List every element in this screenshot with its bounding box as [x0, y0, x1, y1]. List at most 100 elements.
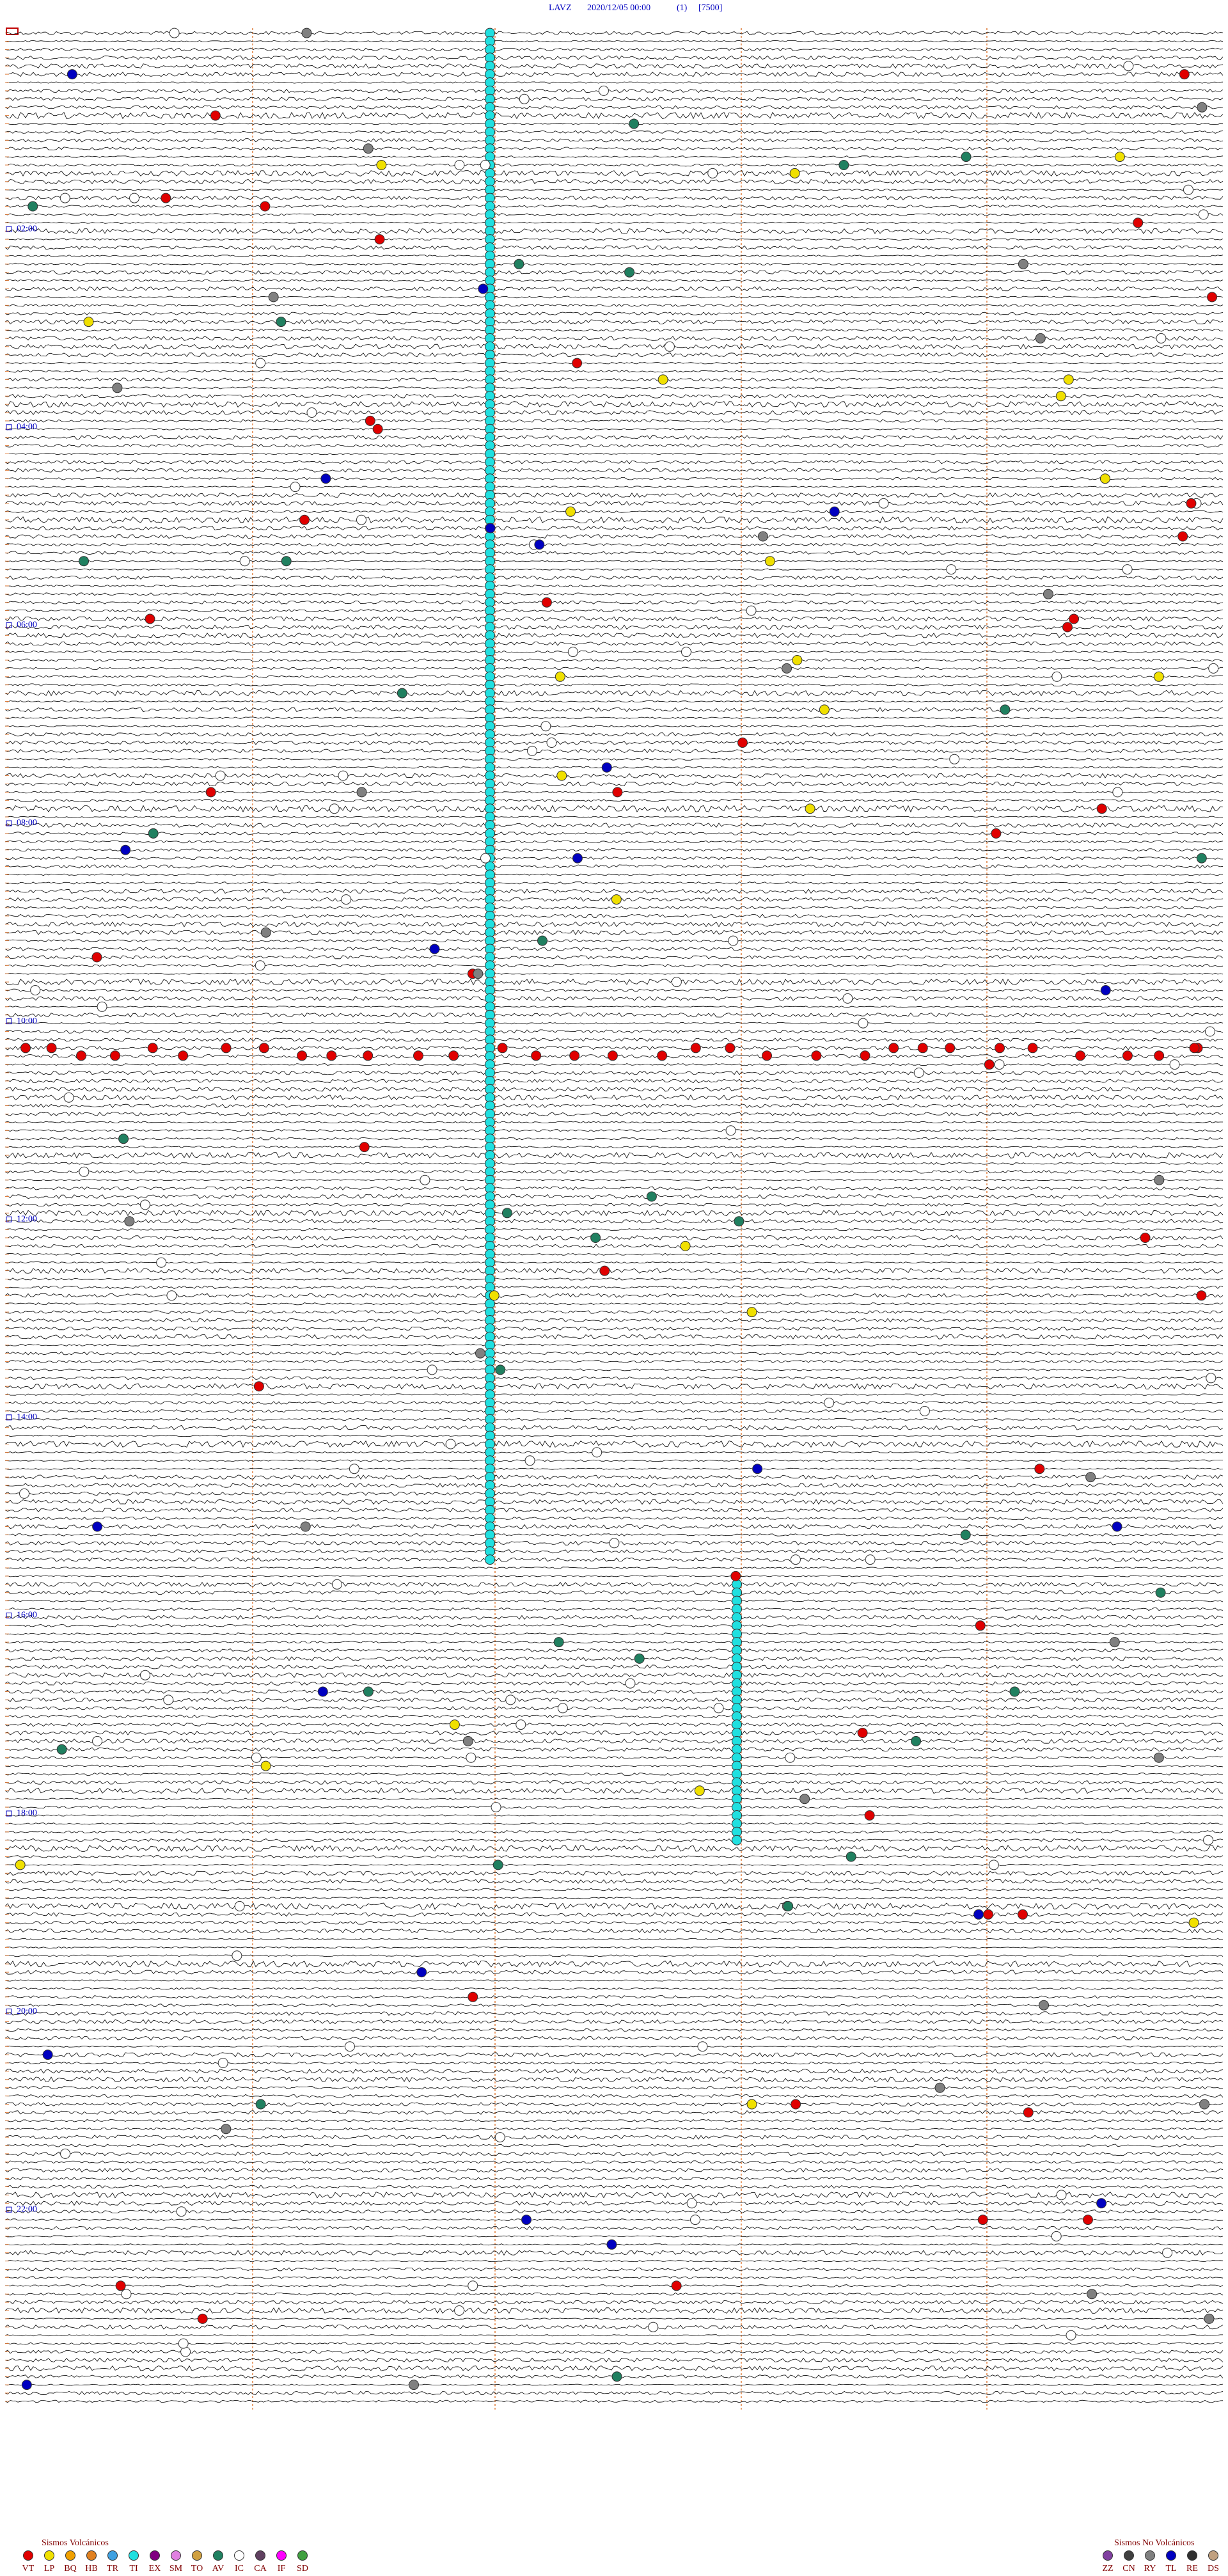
trace [4, 732, 1224, 737]
event-marker [1203, 1835, 1214, 1845]
trace [4, 1888, 1224, 1892]
trace [4, 1383, 1224, 1390]
trace [4, 633, 1224, 638]
trace [4, 840, 1224, 844]
event-marker [527, 745, 538, 756]
event-marker [79, 1166, 90, 1177]
event-marker [945, 1043, 956, 1054]
trace [4, 1814, 1224, 1817]
legend-swatch [255, 2550, 265, 2561]
trace [4, 2209, 1224, 2214]
event-marker [1162, 2247, 1173, 2258]
trace [4, 1920, 1224, 1925]
trace [4, 1467, 1224, 1470]
event-marker [994, 1059, 1005, 1070]
event-marker [91, 952, 102, 963]
trace [4, 130, 1224, 134]
event-marker [1000, 704, 1011, 715]
event-marker [341, 894, 352, 905]
trace [4, 805, 1224, 813]
event-marker [197, 2313, 208, 2324]
event-marker [607, 1050, 618, 1061]
trace [4, 1499, 1224, 1505]
event-marker [1034, 1464, 1045, 1474]
event-marker [1122, 1050, 1133, 1061]
event-marker [363, 143, 374, 154]
trace [4, 534, 1224, 539]
event-marker [681, 647, 691, 658]
trace [4, 963, 1224, 967]
trace [4, 1094, 1224, 1101]
time-label: 20:00 [17, 2007, 37, 2016]
trace [4, 740, 1224, 745]
legend-swatch [1208, 2550, 1218, 2561]
trace [4, 651, 1224, 654]
trace [4, 1946, 1224, 1948]
trace [4, 2201, 1224, 2206]
event-marker [664, 341, 675, 352]
event-marker [251, 1752, 262, 1763]
trace [4, 270, 1224, 275]
event-marker [169, 28, 180, 38]
trace [4, 1838, 1224, 1842]
trace [4, 1293, 1224, 1299]
trace [4, 1787, 1224, 1794]
legend-label: CA [254, 2564, 267, 2573]
hour-marker [6, 1414, 12, 1421]
trace [4, 2052, 1224, 2057]
event-marker [221, 2124, 232, 2135]
trace [4, 1738, 1224, 1744]
trace [4, 2151, 1224, 2156]
event-marker [344, 2041, 355, 2052]
time-label: 16:00 [17, 1611, 37, 1620]
trace [4, 1179, 1224, 1181]
trace [4, 81, 1224, 84]
trace [4, 1730, 1224, 1735]
trace [4, 303, 1224, 307]
event-marker [260, 201, 271, 212]
trace [4, 2094, 1224, 2098]
trace [4, 1343, 1224, 1347]
event-marker [449, 1719, 460, 1730]
trace [4, 40, 1224, 43]
trace [4, 1632, 1224, 1636]
event-marker [792, 655, 803, 665]
trace [4, 1244, 1224, 1249]
trace [5, 72, 1224, 77]
event-marker [30, 985, 41, 995]
event-marker [60, 2148, 71, 2159]
event-marker [1082, 2215, 1093, 2225]
legend-label: IC [235, 2564, 244, 2573]
event-marker [1179, 69, 1190, 80]
trace [4, 1524, 1224, 1529]
legend-swatch [1103, 2550, 1113, 2561]
event-marker [1186, 498, 1197, 509]
trace [4, 1590, 1224, 1595]
trace [4, 1022, 1224, 1025]
event-marker [799, 1794, 810, 1805]
trace [4, 1440, 1224, 1448]
event-marker [139, 1199, 150, 1210]
event-marker [1055, 391, 1066, 402]
trace [4, 881, 1224, 885]
trace [4, 1764, 1224, 1767]
event-marker [92, 1735, 103, 1746]
event-marker [782, 663, 792, 674]
trace [4, 1672, 1224, 1679]
legend-swatch [1166, 2550, 1176, 2561]
trace [4, 1780, 1224, 1785]
event-marker [829, 506, 840, 517]
event-marker [737, 738, 748, 748]
event-marker [1100, 985, 1111, 995]
trace [4, 1129, 1224, 1132]
trace [4, 1897, 1224, 1899]
event-marker [1096, 803, 1107, 814]
trace [4, 1376, 1224, 1380]
legend-swatch [213, 2550, 223, 2561]
legend-label: LP [44, 2564, 55, 2573]
event-marker [363, 1050, 374, 1061]
event-marker [1051, 671, 1062, 682]
trace [4, 393, 1224, 399]
trace [5, 658, 1224, 662]
trace [4, 864, 1224, 869]
